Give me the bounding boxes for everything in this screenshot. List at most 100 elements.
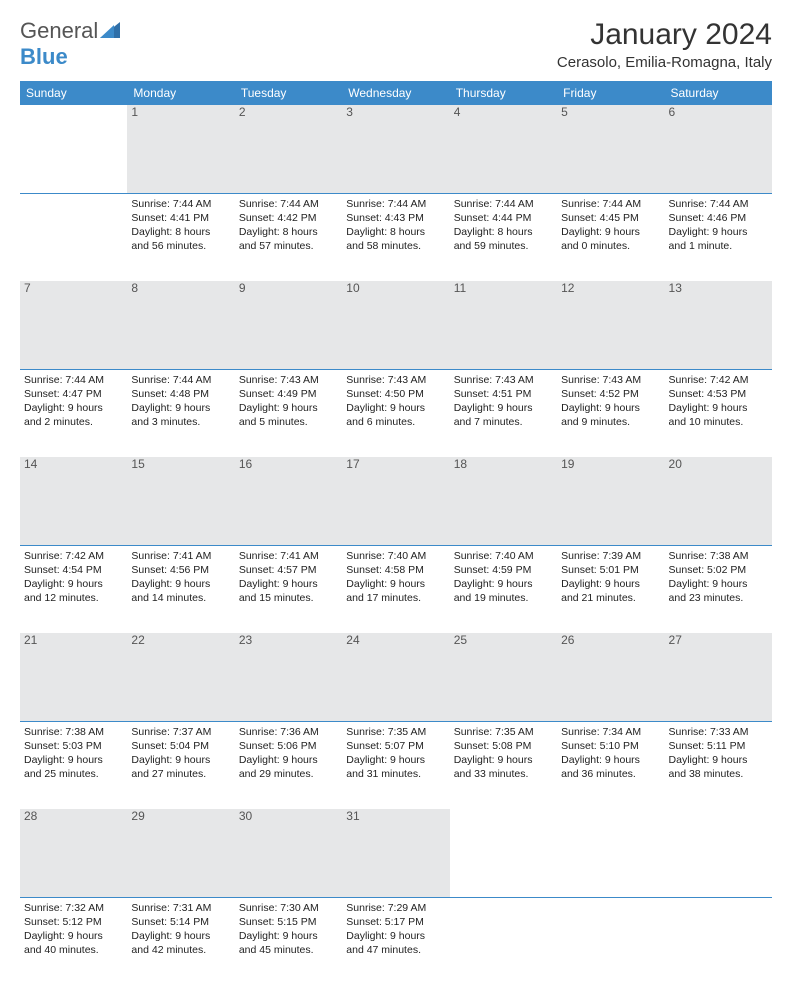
sunrise-text: Sunrise: 7:43 AM — [454, 373, 553, 387]
sunset-text: Sunset: 4:47 PM — [24, 387, 123, 401]
sunrise-text: Sunrise: 7:44 AM — [24, 373, 123, 387]
dl1-text: Daylight: 9 hours — [24, 753, 123, 767]
day-cell: Sunrise: 7:43 AMSunset: 4:52 PMDaylight:… — [557, 369, 664, 457]
day-number-cell — [557, 809, 664, 897]
calendar-table: SundayMondayTuesdayWednesdayThursdayFrid… — [20, 81, 772, 985]
day-number-row: 78910111213 — [20, 281, 772, 369]
dl1-text: Daylight: 9 hours — [239, 753, 338, 767]
dl1-text: Daylight: 9 hours — [346, 753, 445, 767]
day-cell: Sunrise: 7:41 AMSunset: 4:56 PMDaylight:… — [127, 545, 234, 633]
sunset-text: Sunset: 5:17 PM — [346, 915, 445, 929]
day-cell: Sunrise: 7:44 AMSunset: 4:42 PMDaylight:… — [235, 193, 342, 281]
sunrise-text: Sunrise: 7:43 AM — [346, 373, 445, 387]
day-cell: Sunrise: 7:44 AMSunset: 4:48 PMDaylight:… — [127, 369, 234, 457]
sunset-text: Sunset: 5:08 PM — [454, 739, 553, 753]
dl1-text: Daylight: 9 hours — [24, 577, 123, 591]
sunrise-text: Sunrise: 7:29 AM — [346, 901, 445, 915]
day-number-cell — [450, 809, 557, 897]
logo: General Blue — [20, 18, 120, 70]
day-number-cell: 20 — [665, 457, 772, 545]
day-content-row: Sunrise: 7:44 AMSunset: 4:41 PMDaylight:… — [20, 193, 772, 281]
dl1-text: Daylight: 9 hours — [346, 577, 445, 591]
day-number-cell — [20, 105, 127, 193]
day-content-row: Sunrise: 7:44 AMSunset: 4:47 PM Daylight:… — [20, 369, 772, 457]
sunset-text: Sunset: 5:15 PM — [239, 915, 338, 929]
dl2-text: and 36 minutes. — [561, 767, 660, 781]
sunset-text: Sunset: 5:01 PM — [561, 563, 660, 577]
sunrise-text: Sunrise: 7:41 AM — [239, 549, 338, 563]
sunset-text: Sunset: 4:53 PM — [669, 387, 768, 401]
sunrise-text: Sunrise: 7:30 AM — [239, 901, 338, 915]
dl1-text: Daylight: 9 hours — [131, 753, 230, 767]
day-number-cell: 29 — [127, 809, 234, 897]
sunset-text: Sunset: 5:07 PM — [346, 739, 445, 753]
dl1-text: Daylight: 9 hours — [131, 401, 230, 415]
dl2-text: and 33 minutes. — [454, 767, 553, 781]
dl1-text: Daylight: 9 hours — [669, 225, 768, 239]
sunset-text: Sunset: 4:52 PM — [561, 387, 660, 401]
sunrise-text: Sunrise: 7:42 AM — [24, 549, 123, 563]
sunset-text: Sunset: 5:06 PM — [239, 739, 338, 753]
day-cell: Sunrise: 7:38 AMSunset: 5:03 PMDaylight:… — [20, 721, 127, 809]
day-cell: Sunrise: 7:44 AMSunset: 4:47 PMDaylight:… — [20, 369, 127, 457]
sunset-text: Sunset: 4:49 PM — [239, 387, 338, 401]
day-number-row: 21222324252627 — [20, 633, 772, 721]
day-number-cell — [665, 809, 772, 897]
day-cell — [665, 897, 772, 985]
sunset-text: Sunset: 4:48 PM — [131, 387, 230, 401]
sunset-text: Sunset: 4:57 PM — [239, 563, 338, 577]
dl2-text: and 25 minutes. — [24, 767, 123, 781]
day-number-cell: 4 — [450, 105, 557, 193]
day-number-row: 28293031 — [20, 809, 772, 897]
dl1-text: Daylight: 9 hours — [346, 929, 445, 943]
day-cell: Sunrise: 7:38 AMSunset: 5:02 PMDaylight:… — [665, 545, 772, 633]
sunrise-text: Sunrise: 7:43 AM — [561, 373, 660, 387]
sunrise-text: Sunrise: 7:40 AM — [454, 549, 553, 563]
day-number-cell: 23 — [235, 633, 342, 721]
sunrise-text: Sunrise: 7:41 AM — [131, 549, 230, 563]
dl2-text: and 21 minutes. — [561, 591, 660, 605]
page-title: January 2024 — [557, 18, 772, 52]
sunrise-text: Sunrise: 7:32 AM — [24, 901, 123, 915]
day-number-cell: 14 — [20, 457, 127, 545]
day-cell: Sunrise: 7:37 AMSunset: 5:04 PMDaylight:… — [127, 721, 234, 809]
dl1-text: Daylight: 9 hours — [561, 401, 660, 415]
dl2-text: and 0 minutes. — [561, 239, 660, 253]
day-number-cell: 28 — [20, 809, 127, 897]
day-cell: Sunrise: 7:41 AMSunset: 4:57 PMDaylight:… — [235, 545, 342, 633]
dl1-text: Daylight: 9 hours — [669, 753, 768, 767]
weekday-header-row: SundayMondayTuesdayWednesdayThursdayFrid… — [20, 81, 772, 105]
dl2-text: and 6 minutes. — [346, 415, 445, 429]
day-number-cell: 8 — [127, 281, 234, 369]
weekday-header: Sunday — [20, 81, 127, 105]
day-cell: Sunrise: 7:30 AMSunset: 5:15 PMDaylight:… — [235, 897, 342, 985]
sunset-text: Sunset: 5:11 PM — [669, 739, 768, 753]
day-number-cell: 26 — [557, 633, 664, 721]
day-number-cell: 19 — [557, 457, 664, 545]
dl1-text: Daylight: 8 hours — [239, 225, 338, 239]
sunrise-text: Sunrise: 7:44 AM — [669, 197, 768, 211]
logo-text: General Blue — [20, 18, 120, 70]
dl2-text: and 56 minutes. — [131, 239, 230, 253]
sunrise-text: Sunrise: 7:38 AM — [669, 549, 768, 563]
dl2-text: and 59 minutes. — [454, 239, 553, 253]
sunrise-text: Sunrise: 7:44 AM — [454, 197, 553, 211]
weekday-header: Friday — [557, 81, 664, 105]
sunrise-text: Sunrise: 7:31 AM — [131, 901, 230, 915]
dl2-text: and 58 minutes. — [346, 239, 445, 253]
day-number-cell: 5 — [557, 105, 664, 193]
dl1-text: Daylight: 9 hours — [561, 225, 660, 239]
day-cell: Sunrise: 7:39 AMSunset: 5:01 PMDaylight:… — [557, 545, 664, 633]
day-cell: Sunrise: 7:44 AMSunset: 4:45 PMDaylight:… — [557, 193, 664, 281]
day-number-cell: 24 — [342, 633, 449, 721]
day-cell: Sunrise: 7:40 AMSunset: 4:58 PMDaylight:… — [342, 545, 449, 633]
day-number-cell: 7 — [20, 281, 127, 369]
sunrise-text: Sunrise: 7:44 AM — [561, 197, 660, 211]
sunrise-text: Sunrise: 7:43 AM — [239, 373, 338, 387]
day-number-cell: 9 — [235, 281, 342, 369]
sunset-text: Sunset: 4:43 PM — [346, 211, 445, 225]
header: General Blue January 2024 Cerasolo, Emil… — [20, 18, 772, 71]
day-cell: Sunrise: 7:31 AMSunset: 5:14 PMDaylight:… — [127, 897, 234, 985]
sunset-text: Sunset: 5:14 PM — [131, 915, 230, 929]
day-number-cell: 31 — [342, 809, 449, 897]
